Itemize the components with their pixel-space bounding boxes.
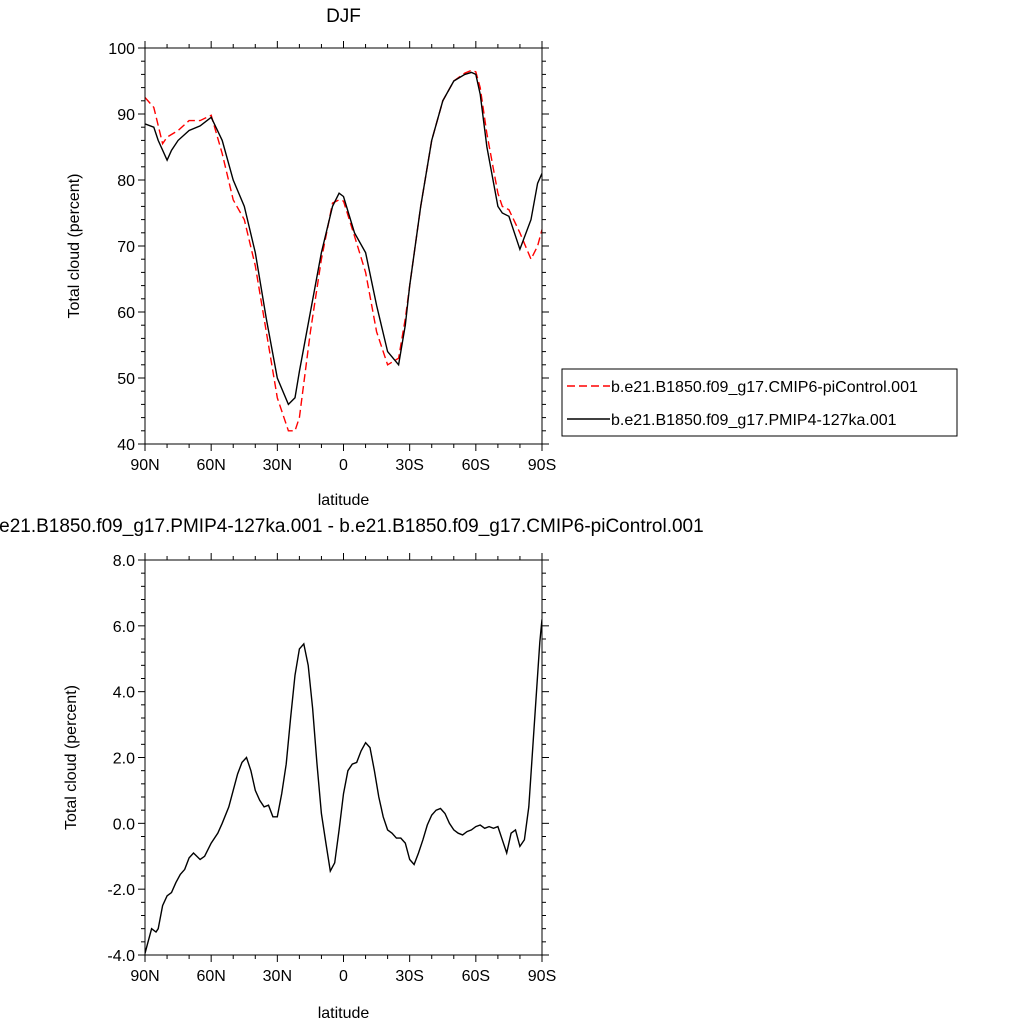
series-line-2 [145,71,542,406]
y-tick-label: 90 [117,107,135,124]
y-tick-label: 80 [117,173,135,190]
x-tick-label: 90S [528,457,556,474]
y-tick-label: 70 [117,239,135,256]
x-tick-label: 30N [263,457,292,474]
y-tick-label: 2.0 [113,751,135,768]
x-tick-label: 60S [462,457,490,474]
x-tick-label: 60S [462,968,490,985]
y-tick-label: 6.0 [113,619,135,636]
legend-box [561,368,958,437]
x-tick-label: 30S [395,457,423,474]
series-line-1 [145,619,542,954]
x-axis-title: latitude [318,1005,370,1022]
x-tick-label: 30N [263,968,292,985]
legend-label-1: b.e21.B1850.f09_g17.CMIP6-piControl.001 [611,379,918,396]
chart-title: DJF [326,6,361,27]
x-tick-label: 30S [395,968,423,985]
x-tick-label: 90N [130,968,159,985]
y-tick-label: -2.0 [107,882,135,899]
x-tick-label: 60N [196,457,225,474]
x-tick-label: 60N [196,968,225,985]
legend: b.e21.B1850.f09_g17.CMIP6-piControl.001b… [561,368,958,437]
plot-frame [144,559,543,956]
y-tick-label: -4.0 [107,948,135,965]
y-tick-label: 8.0 [113,553,135,570]
y-tick-label: 4.0 [113,685,135,702]
chart-panel-2: b.e21.B1850.f09_g17.PMIP4-127ka.001 - b.… [0,516,704,1022]
x-axis-title: latitude [318,492,370,509]
y-tick-label: 50 [117,371,135,388]
y-tick-label: 40 [117,437,135,454]
y-axis-title: Total cloud (percent) [66,174,83,319]
y-tick-label: 100 [108,41,135,58]
x-tick-label: 0 [339,968,348,985]
series-line-1 [145,69,542,432]
x-tick-label: 90N [130,457,159,474]
legend-label-2: b.e21.B1850.f09_g17.PMIP4-127ka.001 [611,412,897,429]
chart-title: b.e21.B1850.f09_g17.PMIP4-127ka.001 - b.… [0,516,704,537]
x-tick-label: 0 [339,457,348,474]
y-tick-label: 0.0 [113,816,135,833]
y-tick-label: 60 [117,305,135,322]
y-axis-title: Total cloud (percent) [63,685,80,830]
chart-panel-1: DJF 90N 60N 30N 0 30S 60S 90S 40 50 60 70 80 90 100 lat… [66,6,556,509]
x-tick-label: 90S [528,968,556,985]
